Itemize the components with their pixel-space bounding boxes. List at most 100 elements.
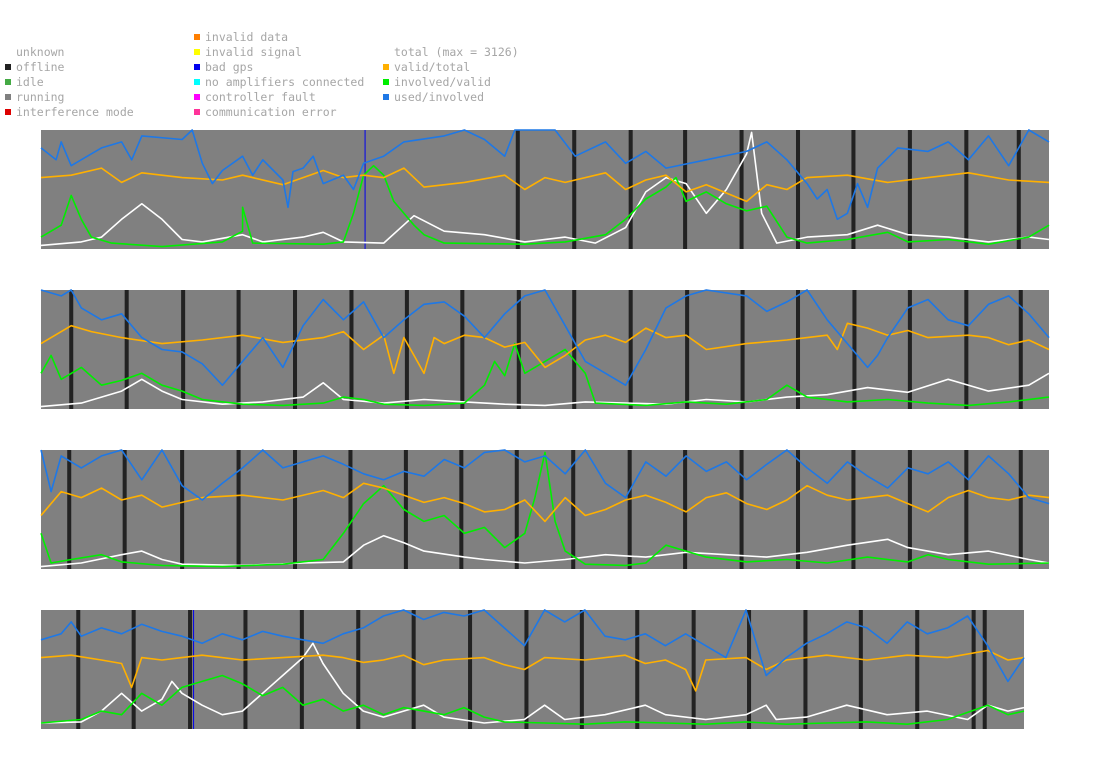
offline-band [628, 130, 633, 249]
series-line-total [40, 534, 1050, 568]
offline-band [858, 610, 863, 729]
series-line-used-involved [40, 289, 1050, 387]
legend-label: offline [16, 60, 65, 74]
offline-band [572, 290, 577, 409]
legend-entry: idle [5, 75, 44, 89]
offline-band [1018, 450, 1023, 569]
legend-swatch [5, 49, 11, 55]
offline-band [739, 130, 744, 249]
legend-entry: involved/valid [383, 75, 491, 89]
offline-band [404, 290, 409, 409]
legend-swatch [383, 79, 389, 85]
offline-band [124, 290, 129, 409]
series-line-involved-valid [40, 674, 1025, 726]
offline-band [459, 450, 464, 569]
offline-band [795, 130, 801, 249]
offline-band [627, 450, 632, 569]
offline-band [460, 290, 465, 409]
offline-band [971, 610, 976, 729]
legend-swatch [5, 109, 11, 115]
legend-entry: unknown [5, 45, 64, 59]
offline-band [403, 450, 408, 569]
legend-entry: offline [5, 60, 64, 74]
legend-entry: communication error [194, 105, 337, 119]
legend-entry: total (max = 3126) [383, 45, 519, 59]
offline-band [851, 130, 856, 249]
series-line-involved-valid [40, 451, 1050, 568]
offline-band [683, 450, 688, 569]
legend-entry: used/involved [383, 90, 484, 104]
offline-band [907, 290, 912, 409]
offline-band [579, 610, 584, 729]
offline-band [964, 130, 969, 249]
offline-band [851, 450, 856, 569]
offline-band [572, 130, 577, 249]
legend-swatch [5, 79, 11, 85]
bad-gps-marker [364, 130, 366, 249]
offline-band [356, 610, 361, 729]
legend-entry: running [5, 90, 64, 104]
legend-label: interference mode [16, 105, 134, 119]
legend-swatch [5, 64, 11, 70]
legend-entry: no amplifiers connected [194, 75, 364, 89]
offline-band [747, 610, 752, 729]
bad-gps-marker [193, 610, 195, 729]
legend-entry: controller fault [194, 90, 316, 104]
offline-band [349, 290, 354, 409]
offline-band [514, 450, 519, 569]
offline-band [739, 450, 744, 569]
legend-entry: invalid data [194, 30, 288, 44]
offline-band [907, 450, 912, 569]
legend-entry: bad gps [194, 60, 253, 74]
legend-swatch [383, 49, 389, 55]
legend-label: involved/valid [394, 75, 491, 89]
series-line-used-involved [40, 129, 1050, 221]
series-line-involved-valid [40, 164, 1050, 248]
series-line-involved-valid [40, 342, 1050, 407]
legend-label: idle [16, 75, 44, 89]
legend-label: running [16, 90, 65, 104]
legend-label: unknown [16, 45, 65, 59]
offline-band [915, 610, 920, 729]
series-line-valid-total [40, 649, 1025, 692]
offline-band [348, 450, 353, 569]
legend-swatch [383, 64, 389, 70]
series-line-used-involved [40, 449, 1050, 505]
offline-band [628, 290, 633, 409]
timeline-row-1-background [41, 130, 1049, 249]
offline-band [964, 290, 969, 409]
offline-band [76, 610, 81, 729]
offline-band [131, 610, 136, 729]
offline-band [852, 290, 857, 409]
legend-swatch [194, 64, 200, 70]
legend-label: valid/total [394, 60, 471, 74]
offline-band [795, 290, 801, 409]
legend-swatch [194, 49, 200, 55]
series-line-total [40, 372, 1050, 408]
offline-band [181, 290, 186, 409]
series-line-valid-total [40, 322, 1050, 375]
legend-swatch [383, 94, 389, 100]
offline-band [516, 290, 521, 409]
offline-band [236, 290, 241, 409]
offline-band [236, 450, 241, 569]
timeline-row-3-background [41, 450, 1049, 569]
legend-swatch [194, 79, 200, 85]
series-line-total [40, 131, 1050, 247]
legend-label: total (max = 3126) [394, 45, 519, 59]
legend-label: controller fault [205, 90, 316, 104]
offline-band [411, 610, 416, 729]
offline-band [635, 610, 640, 729]
legend-label: used/involved [394, 90, 485, 104]
offline-band [683, 130, 688, 249]
offline-band [524, 610, 529, 729]
legend-entry: invalid signal [194, 45, 302, 59]
legend-swatch [194, 34, 200, 40]
offline-band [685, 290, 690, 409]
legend-swatch [194, 109, 200, 115]
offline-band [691, 610, 696, 729]
offline-band [180, 450, 185, 569]
legend-label: no amplifiers connected [205, 75, 365, 89]
offline-band [468, 610, 473, 729]
offline-band [740, 290, 745, 409]
